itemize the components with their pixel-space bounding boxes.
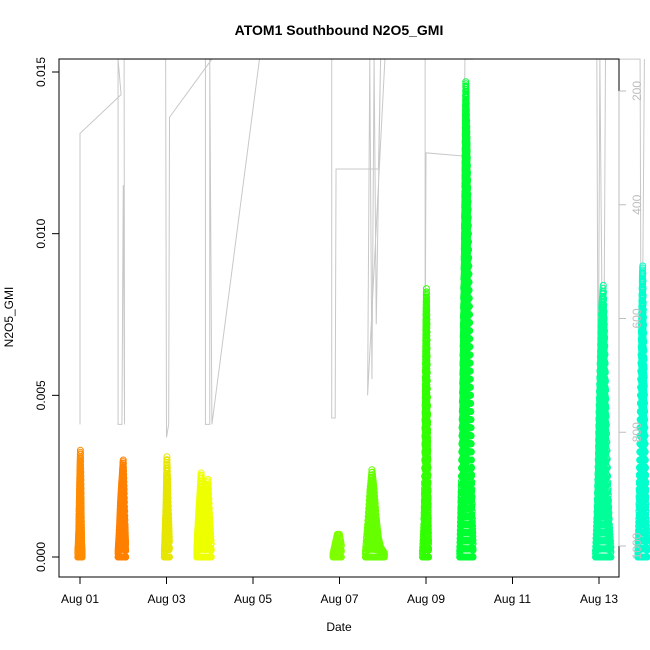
series-6 xyxy=(361,466,388,561)
data-point xyxy=(77,514,85,522)
data-point xyxy=(77,465,85,472)
data-point xyxy=(120,482,128,489)
data-point xyxy=(164,490,172,498)
data-point xyxy=(78,549,86,557)
data-point xyxy=(120,463,127,471)
data-point xyxy=(120,467,128,475)
data-point xyxy=(164,471,171,479)
data-point xyxy=(163,467,171,475)
data-point xyxy=(120,490,128,497)
data-point xyxy=(119,456,127,464)
data-point xyxy=(77,517,85,525)
altitude-trace-segment xyxy=(79,58,260,438)
data-point xyxy=(77,500,85,508)
data-point xyxy=(164,498,172,506)
data-point xyxy=(78,534,86,542)
data-point xyxy=(77,507,85,515)
series-3 xyxy=(160,453,173,561)
data-point xyxy=(77,457,85,465)
data-point xyxy=(164,486,172,494)
data-point xyxy=(77,472,85,480)
data-point xyxy=(77,468,85,476)
data-point xyxy=(78,553,86,561)
data-point xyxy=(77,480,85,488)
y-axis-label: N2O5_GMI xyxy=(2,287,16,348)
data-point xyxy=(77,475,85,483)
data-point xyxy=(120,478,128,486)
series-1 xyxy=(74,446,86,561)
data-point xyxy=(121,516,129,524)
data-point xyxy=(120,485,128,493)
chart-title: ATOM1 Southbound N2O5_GMI xyxy=(235,22,444,38)
data-point xyxy=(121,507,129,515)
data-point xyxy=(121,503,128,511)
data-point xyxy=(120,494,128,502)
series-8 xyxy=(456,78,477,561)
data-point xyxy=(77,509,85,517)
data-point xyxy=(120,471,128,479)
data-point xyxy=(120,474,128,482)
data-point xyxy=(119,460,127,468)
data-point xyxy=(78,551,86,559)
data-point xyxy=(77,485,85,493)
data-point xyxy=(77,450,84,458)
data-point xyxy=(77,505,85,512)
data-point xyxy=(77,490,85,498)
series-4 xyxy=(193,469,215,561)
series-2 xyxy=(114,456,130,561)
data-point xyxy=(77,461,85,469)
data-point xyxy=(163,456,171,464)
data-point xyxy=(76,446,84,454)
data-point xyxy=(120,498,128,506)
data-point xyxy=(121,512,129,520)
data-point xyxy=(164,478,172,486)
data-point xyxy=(78,524,85,532)
data-point xyxy=(122,538,130,546)
x-axis-label: Date xyxy=(326,620,352,634)
series-5 xyxy=(329,530,345,561)
altitude-trace xyxy=(79,58,645,461)
data-point xyxy=(77,454,84,462)
data-point xyxy=(164,494,172,502)
data-point xyxy=(164,475,172,483)
series-7 xyxy=(419,285,432,561)
data-points xyxy=(74,78,650,561)
data-point xyxy=(163,464,171,472)
data-point xyxy=(122,541,130,548)
data-point xyxy=(77,495,85,503)
data-point xyxy=(163,453,171,461)
data-point xyxy=(78,527,85,535)
data-point xyxy=(164,482,172,490)
data-point xyxy=(163,460,171,468)
altitude-trace-segment xyxy=(331,59,386,419)
